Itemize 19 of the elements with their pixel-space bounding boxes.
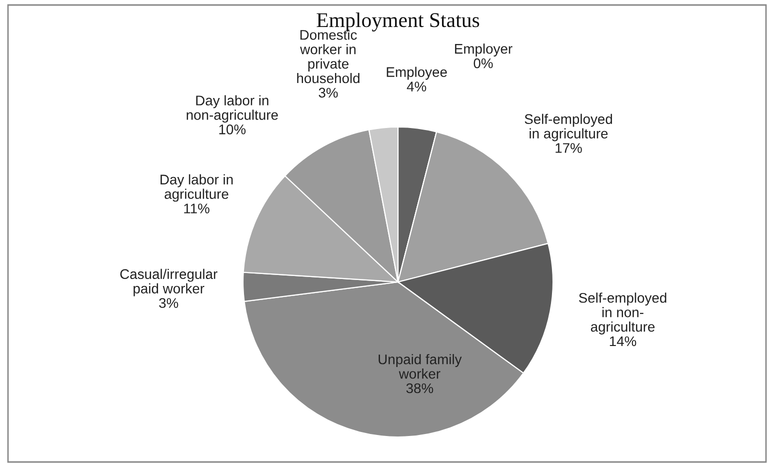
slice-label: Day labor in non-agriculture	[186, 95, 278, 123]
data-label: 4%	[406, 82, 426, 92]
slice-label: Self-employed in agriculture	[524, 114, 612, 142]
slice-label: Unpaid family worker	[378, 354, 462, 379]
slice-label: Casual/irregular paid worker	[120, 268, 218, 296]
data-label: 3%	[318, 88, 338, 98]
data-label: 11%	[184, 204, 210, 214]
slice-label: Self-employed in non- agriculture	[578, 292, 666, 334]
chart-title: Employment Status	[316, 12, 480, 32]
slice-label: Employee	[386, 66, 447, 80]
text: 0%	[474, 58, 493, 68]
slice-label: Day labor in agriculture	[160, 174, 233, 202]
data-label: 3%	[159, 298, 178, 308]
data-label: 10%	[219, 124, 246, 134]
data-label: 14%	[610, 336, 636, 346]
data-label: 17%	[556, 143, 582, 153]
data-label: 38%	[406, 383, 434, 394]
slice-label: Domestic worker in private household	[297, 30, 360, 84]
category-label: Employer	[455, 44, 512, 56]
